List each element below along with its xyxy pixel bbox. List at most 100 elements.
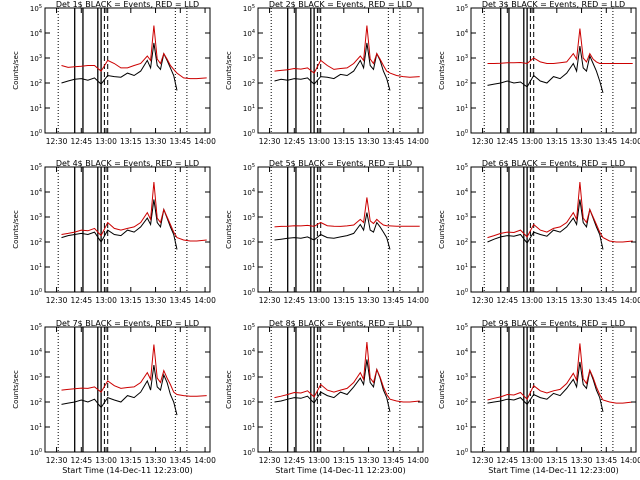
x-tick-label: 13:30: [145, 456, 167, 465]
plot-frame: [44, 7, 211, 134]
x-tick-label: 14:00: [407, 456, 429, 465]
y-tick-label: 102: [30, 238, 42, 247]
y-tick-exponent: 4: [465, 188, 468, 194]
y-tick-label: 102: [243, 238, 255, 247]
y-tick-label: 105: [456, 323, 468, 332]
y-tick-label: 100: [456, 288, 468, 297]
events-series-line: [274, 359, 391, 413]
x-tick-label: 12:30: [46, 456, 68, 465]
x-tick-label: 13:15: [333, 456, 355, 465]
panel-det-6: Det 6$ BLACK = Events, RED = LLD 12:30 12:…: [438, 159, 640, 305]
x-tick-label: 14:00: [407, 296, 429, 305]
y-tick-exponent: 0: [39, 288, 42, 294]
panel-det-7: Det 7$ BLACK = Events, RED = LLD 12:30 12:…: [12, 319, 216, 475]
y-tick-label: 103: [456, 373, 468, 382]
y-axis-label: Counts/sec: [438, 370, 446, 409]
y-tick-exponent: 0: [465, 448, 468, 454]
y-axis-label: Counts/sec: [12, 370, 20, 409]
panel-title: Det 2$ BLACK = Events, RED = LLD: [269, 0, 412, 9]
y-tick-exponent: 3: [465, 213, 468, 219]
plot-frame: [44, 166, 211, 293]
lld-series-line: [487, 343, 633, 404]
y-axis-label: Counts/sec: [225, 210, 233, 249]
x-tick-label: 14:00: [620, 456, 640, 465]
events-series-line: [274, 42, 391, 91]
x-tick-label: 13:15: [333, 296, 355, 305]
y-tick-exponent: 3: [465, 373, 468, 379]
events-series-line: [487, 46, 604, 94]
y-tick-exponent: 4: [39, 348, 42, 354]
x-tick-label: 13:30: [571, 456, 593, 465]
y-tick-label: 102: [456, 398, 468, 407]
y-tick-label: 104: [456, 348, 468, 357]
y-tick-label: 104: [30, 29, 42, 38]
y-tick-label: 102: [243, 79, 255, 88]
y-tick-label: 105: [456, 163, 468, 172]
x-tick-label: 12:45: [283, 456, 305, 465]
x-tick-label: 13:45: [595, 456, 617, 465]
events-series-line: [274, 212, 391, 250]
y-tick-exponent: 3: [39, 213, 42, 219]
events-series-line: [61, 365, 178, 416]
y-tick-label: 104: [30, 348, 42, 357]
x-tick-label: 12:45: [496, 296, 518, 305]
y-tick-label: 102: [456, 79, 468, 88]
y-axis-label: Counts/sec: [225, 51, 233, 90]
y-tick-label: 103: [30, 373, 42, 382]
lld-series-line: [487, 182, 633, 243]
y-tick-label: 101: [30, 423, 42, 432]
y-tick-exponent: 4: [39, 29, 42, 35]
x-tick-label: 12:45: [283, 296, 305, 305]
panel-det-3: Det 3$ BLACK = Events, RED = LLD 12:30 12:…: [438, 0, 640, 146]
y-tick-exponent: 5: [252, 163, 255, 169]
y-tick-label: 104: [456, 188, 468, 197]
lld-series-line: [274, 197, 420, 228]
y-tick-exponent: 1: [252, 104, 255, 110]
y-tick-exponent: 4: [252, 188, 255, 194]
x-tick-label: 13:00: [308, 296, 330, 305]
y-tick-label: 105: [30, 323, 42, 332]
y-tick-exponent: 5: [39, 4, 42, 10]
x-tick-label: 13:15: [120, 456, 142, 465]
panel-title: Det 4$ BLACK = Events, RED = LLD: [56, 159, 199, 168]
x-tick-label: 13:00: [308, 137, 330, 146]
y-tick-exponent: 5: [39, 163, 42, 169]
y-tick-label: 100: [456, 129, 468, 138]
y-tick-label: 101: [456, 423, 468, 432]
x-tick-label: 13:00: [308, 456, 330, 465]
x-tick-label: 13:30: [358, 296, 380, 305]
x-tick-label: 13:00: [95, 456, 117, 465]
y-tick-label: 100: [30, 288, 42, 297]
panel-title: Det 9$ BLACK = Events, RED = LLD: [482, 319, 625, 328]
x-tick-label: 13:30: [145, 137, 167, 146]
x-tick-label: 13:30: [571, 137, 593, 146]
y-tick-label: 103: [243, 213, 255, 222]
x-tick-label: 12:30: [472, 456, 494, 465]
plot-frame: [470, 326, 637, 453]
x-tick-label: 12:45: [496, 137, 518, 146]
x-tick-label: 12:45: [70, 137, 92, 146]
x-axis-label: Start Time (14-Dec-11 12:23:00): [275, 466, 406, 475]
y-tick-exponent: 4: [465, 348, 468, 354]
x-tick-label: 13:15: [546, 456, 568, 465]
y-tick-label: 104: [456, 29, 468, 38]
x-tick-label: 14:00: [194, 137, 216, 146]
y-tick-label: 105: [30, 163, 42, 172]
y-tick-label: 100: [243, 448, 255, 457]
y-tick-exponent: 5: [465, 163, 468, 169]
y-tick-exponent: 2: [252, 398, 255, 404]
x-tick-label: 13:45: [382, 456, 404, 465]
y-tick-label: 103: [456, 213, 468, 222]
x-tick-label: 13:00: [95, 296, 117, 305]
y-tick-label: 104: [30, 188, 42, 197]
y-tick-label: 105: [30, 4, 42, 13]
x-tick-label: 12:45: [283, 137, 305, 146]
y-tick-label: 103: [456, 54, 468, 63]
y-tick-label: 102: [243, 398, 255, 407]
y-tick-exponent: 2: [39, 238, 42, 244]
x-tick-label: 13:15: [333, 137, 355, 146]
y-tick-exponent: 0: [465, 129, 468, 135]
plot-frame: [257, 166, 424, 293]
y-tick-exponent: 5: [252, 4, 255, 10]
plot-frame: [44, 326, 211, 453]
